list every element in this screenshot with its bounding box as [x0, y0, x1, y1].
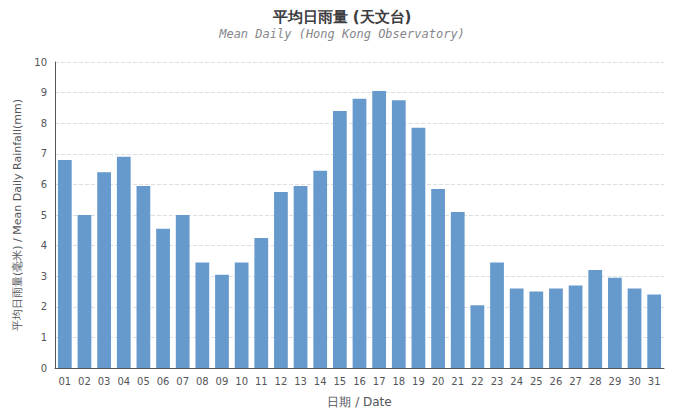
svg-text:3: 3 [41, 271, 47, 282]
svg-text:06: 06 [157, 376, 170, 387]
svg-text:22: 22 [471, 376, 484, 387]
svg-text:17: 17 [373, 376, 386, 387]
svg-text:6: 6 [41, 179, 47, 190]
svg-text:29: 29 [609, 376, 622, 387]
svg-text:平均日雨量(毫米) / Mean Daily Rainfal: 平均日雨量(毫米) / Mean Daily Rainfall(mm) [11, 99, 24, 331]
svg-text:05: 05 [137, 376, 150, 387]
svg-text:14: 14 [314, 376, 327, 387]
svg-text:9: 9 [41, 87, 47, 98]
svg-text:21: 21 [451, 376, 464, 387]
svg-text:04: 04 [117, 376, 130, 387]
svg-text:31: 31 [648, 376, 661, 387]
svg-text:15: 15 [333, 376, 346, 387]
svg-text:4: 4 [41, 240, 47, 251]
svg-text:18: 18 [392, 376, 405, 387]
svg-text:8: 8 [41, 118, 47, 129]
svg-text:13: 13 [294, 376, 307, 387]
svg-text:02: 02 [78, 376, 91, 387]
svg-text:27: 27 [569, 376, 582, 387]
svg-text:7: 7 [41, 148, 47, 159]
svg-text:0: 0 [41, 363, 47, 374]
svg-text:08: 08 [196, 376, 209, 387]
svg-text:日期 / Date: 日期 / Date [327, 395, 391, 409]
svg-text:28: 28 [589, 376, 602, 387]
svg-text:1: 1 [41, 332, 47, 343]
svg-text:2: 2 [41, 301, 47, 312]
svg-text:16: 16 [353, 376, 366, 387]
svg-text:24: 24 [510, 376, 523, 387]
svg-text:5: 5 [41, 210, 47, 221]
svg-text:19: 19 [412, 376, 425, 387]
svg-text:07: 07 [176, 376, 189, 387]
svg-text:23: 23 [491, 376, 504, 387]
svg-text:30: 30 [628, 376, 641, 387]
svg-text:平均日雨量 (天文台): 平均日雨量 (天文台) [272, 8, 412, 26]
svg-text:26: 26 [550, 376, 563, 387]
svg-text:09: 09 [216, 376, 229, 387]
svg-text:10: 10 [235, 376, 248, 387]
svg-text:Mean Daily (Hong Kong Observat: Mean Daily (Hong Kong Observatory) [218, 27, 465, 41]
svg-text:03: 03 [98, 376, 111, 387]
svg-text:20: 20 [432, 376, 445, 387]
svg-text:01: 01 [58, 376, 71, 387]
svg-text:10: 10 [34, 57, 47, 68]
svg-text:12: 12 [275, 376, 288, 387]
svg-text:25: 25 [530, 376, 543, 387]
svg-text:11: 11 [255, 376, 268, 387]
